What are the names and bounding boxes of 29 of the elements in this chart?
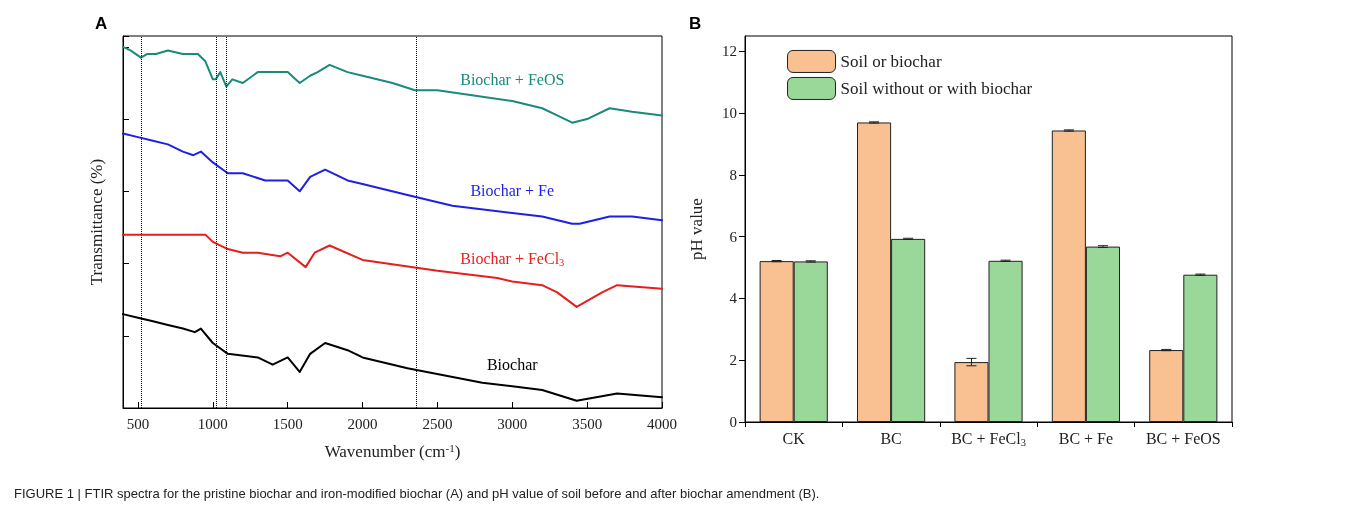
x-tick-label: 4000 — [647, 415, 677, 432]
x-tick-label: 3000 — [497, 415, 528, 432]
y-tick-label: 2 — [729, 352, 737, 369]
x-tick-label: 500 — [126, 415, 150, 432]
y-tick-label: 10 — [722, 105, 737, 122]
chart-title: B — [689, 14, 702, 33]
chart-title: A — [95, 14, 108, 33]
y-axis-title: pH value — [687, 198, 706, 260]
x-tick-label: BC — [880, 429, 902, 447]
series-label: Biochar — [486, 355, 539, 373]
y-tick-label: 12 — [722, 43, 737, 60]
y-axis-title: Transmittance (%) — [87, 158, 106, 286]
caption: FIGURE 1 | FTIR spectra for the pristine biochar and iron-modified biochar (A) and pH value of soil before and after biochar amendment (B). — [14, 486, 820, 501]
x-tick-label: CK — [782, 429, 806, 447]
y-tick-label: 8 — [729, 166, 737, 183]
x-tick-label: 1000 — [197, 415, 228, 432]
y-tick-label: 6 — [729, 228, 738, 245]
y-tick-label: 4 — [729, 290, 738, 307]
x-tick-label: BC + FeOS — [1145, 429, 1221, 447]
x-tick-label: 3500 — [572, 415, 603, 432]
legend-label: Soil without or with biochar — [840, 78, 1033, 98]
x-tick-label: 2500 — [422, 415, 453, 432]
y-tick-label: 0 — [729, 414, 737, 430]
x-tick-label: 2000 — [347, 415, 378, 432]
legend-label: Soil or biochar — [840, 51, 942, 71]
series-label: Biochar + Fe — [470, 182, 555, 200]
series-label: Biochar + FeOS — [460, 70, 565, 88]
x-tick-label: BC + Fe — [1058, 429, 1114, 447]
x-tick-label: 1500 — [272, 415, 303, 432]
